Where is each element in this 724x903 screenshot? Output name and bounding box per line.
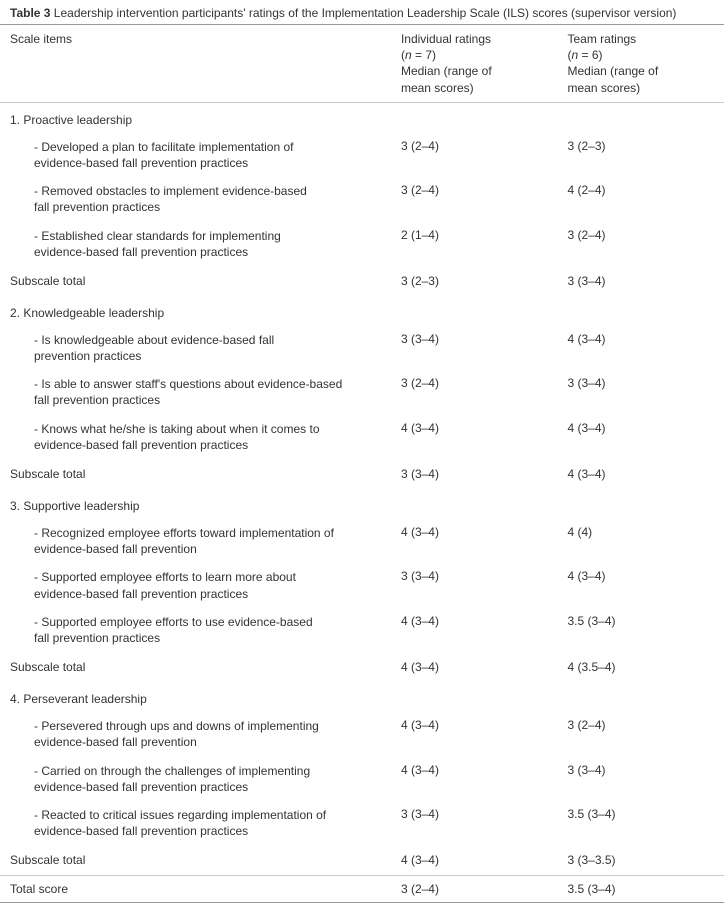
item-team-value: 3.5 (3–4) [557, 608, 724, 652]
subscale-individual-value: 3 (2–3) [391, 266, 558, 296]
item-individual-value: 3 (2–4) [391, 370, 558, 414]
subscale-label: Subscale total [0, 459, 391, 489]
item-individual-value: 3 (3–4) [391, 801, 558, 845]
section-row: 1. Proactive leadership [0, 102, 724, 133]
table-title-text: Leadership intervention participants' ra… [50, 6, 676, 20]
subscale-team-value: 3 (3–3.5) [557, 845, 724, 876]
item-team-value: 4 (3–4) [557, 563, 724, 607]
item-text-cell: - Supported employee efforts to use evid… [0, 608, 391, 652]
item-text-cell: - Knows what he/she is taking about when… [0, 415, 391, 459]
item-row: - Recognized employee efforts toward imp… [0, 519, 724, 563]
section-label: 2. Knowledgeable leadership [0, 296, 391, 326]
item-individual-value: 4 (3–4) [391, 519, 558, 563]
subscale-team-value: 3 (3–4) [557, 266, 724, 296]
item-individual-value: 4 (3–4) [391, 608, 558, 652]
item-team-value: 3 (2–4) [557, 222, 724, 266]
item-text-cell: - Persevered through ups and downs of im… [0, 712, 391, 756]
item-text-cell: - Is knowledgeable about evidence-based … [0, 326, 391, 370]
item-individual-value: 4 (3–4) [391, 757, 558, 801]
item-text-cell: - Recognized employee efforts toward imp… [0, 519, 391, 563]
subscale-total-row: Subscale total4 (3–4)4 (3.5–4) [0, 652, 724, 682]
item-individual-value: 4 (3–4) [391, 415, 558, 459]
subscale-total-row: Subscale total4 (3–4)3 (3–3.5) [0, 845, 724, 876]
item-row: - Established clear standards for implem… [0, 222, 724, 266]
item-text-cell: - Developed a plan to facilitate impleme… [0, 133, 391, 177]
item-team-value: 3 (2–4) [557, 712, 724, 756]
subscale-individual-value: 3 (3–4) [391, 459, 558, 489]
item-team-value: 3 (2–3) [557, 133, 724, 177]
item-text-cell: - Removed obstacles to implement evidenc… [0, 177, 391, 221]
section-label: 3. Supportive leadership [0, 489, 391, 519]
item-row: - Developed a plan to facilitate impleme… [0, 133, 724, 177]
section-row: 4. Perseverant leadership [0, 682, 724, 712]
header-scale-items: Scale items [0, 25, 391, 103]
item-team-value: 4 (4) [557, 519, 724, 563]
subscale-team-value: 4 (3–4) [557, 459, 724, 489]
item-text-cell: - Established clear standards for implem… [0, 222, 391, 266]
item-row: - Removed obstacles to implement evidenc… [0, 177, 724, 221]
subscale-individual-value: 4 (3–4) [391, 845, 558, 876]
section-label: 1. Proactive leadership [0, 102, 391, 133]
table-body: 1. Proactive leadership- Developed a pla… [0, 102, 724, 903]
item-row: - Is knowledgeable about evidence-based … [0, 326, 724, 370]
table-header-row: Scale items Individual ratings (n = 7) M… [0, 25, 724, 103]
item-team-value: 3.5 (3–4) [557, 801, 724, 845]
total-individual-value: 3 (2–4) [391, 876, 558, 903]
item-text-cell: - Reacted to critical issues regarding i… [0, 801, 391, 845]
item-row: - Supported employee efforts to use evid… [0, 608, 724, 652]
subscale-label: Subscale total [0, 266, 391, 296]
section-label: 4. Perseverant leadership [0, 682, 391, 712]
item-text-cell: - Is able to answer staff's questions ab… [0, 370, 391, 414]
subscale-label: Subscale total [0, 845, 391, 876]
item-team-value: 4 (3–4) [557, 326, 724, 370]
item-team-value: 4 (2–4) [557, 177, 724, 221]
item-text-cell: - Carried on through the challenges of i… [0, 757, 391, 801]
header-team-ratings: Team ratings (n = 6) Median (range of me… [557, 25, 724, 103]
item-individual-value: 3 (3–4) [391, 326, 558, 370]
table-caption: Table 3 Leadership intervention particip… [0, 0, 724, 24]
ils-scores-table: Scale items Individual ratings (n = 7) M… [0, 24, 724, 903]
item-team-value: 3 (3–4) [557, 370, 724, 414]
subscale-label: Subscale total [0, 652, 391, 682]
item-row: - Supported employee efforts to learn mo… [0, 563, 724, 607]
total-score-row: Total score3 (2–4)3.5 (3–4) [0, 876, 724, 903]
section-row: 3. Supportive leadership [0, 489, 724, 519]
subscale-individual-value: 4 (3–4) [391, 652, 558, 682]
table-number: Table 3 [10, 6, 50, 20]
item-row: - Is able to answer staff's questions ab… [0, 370, 724, 414]
item-individual-value: 2 (1–4) [391, 222, 558, 266]
header-individual-ratings: Individual ratings (n = 7) Median (range… [391, 25, 558, 103]
subscale-team-value: 4 (3.5–4) [557, 652, 724, 682]
item-row: - Knows what he/she is taking about when… [0, 415, 724, 459]
item-individual-value: 3 (2–4) [391, 177, 558, 221]
subscale-total-row: Subscale total3 (3–4)4 (3–4) [0, 459, 724, 489]
item-individual-value: 4 (3–4) [391, 712, 558, 756]
item-text-cell: - Supported employee efforts to learn mo… [0, 563, 391, 607]
item-individual-value: 3 (3–4) [391, 563, 558, 607]
item-individual-value: 3 (2–4) [391, 133, 558, 177]
item-row: - Reacted to critical issues regarding i… [0, 801, 724, 845]
section-row: 2. Knowledgeable leadership [0, 296, 724, 326]
subscale-total-row: Subscale total3 (2–3)3 (3–4) [0, 266, 724, 296]
item-team-value: 3 (3–4) [557, 757, 724, 801]
item-row: - Persevered through ups and downs of im… [0, 712, 724, 756]
total-label: Total score [0, 876, 391, 903]
total-team-value: 3.5 (3–4) [557, 876, 724, 903]
item-row: - Carried on through the challenges of i… [0, 757, 724, 801]
item-team-value: 4 (3–4) [557, 415, 724, 459]
